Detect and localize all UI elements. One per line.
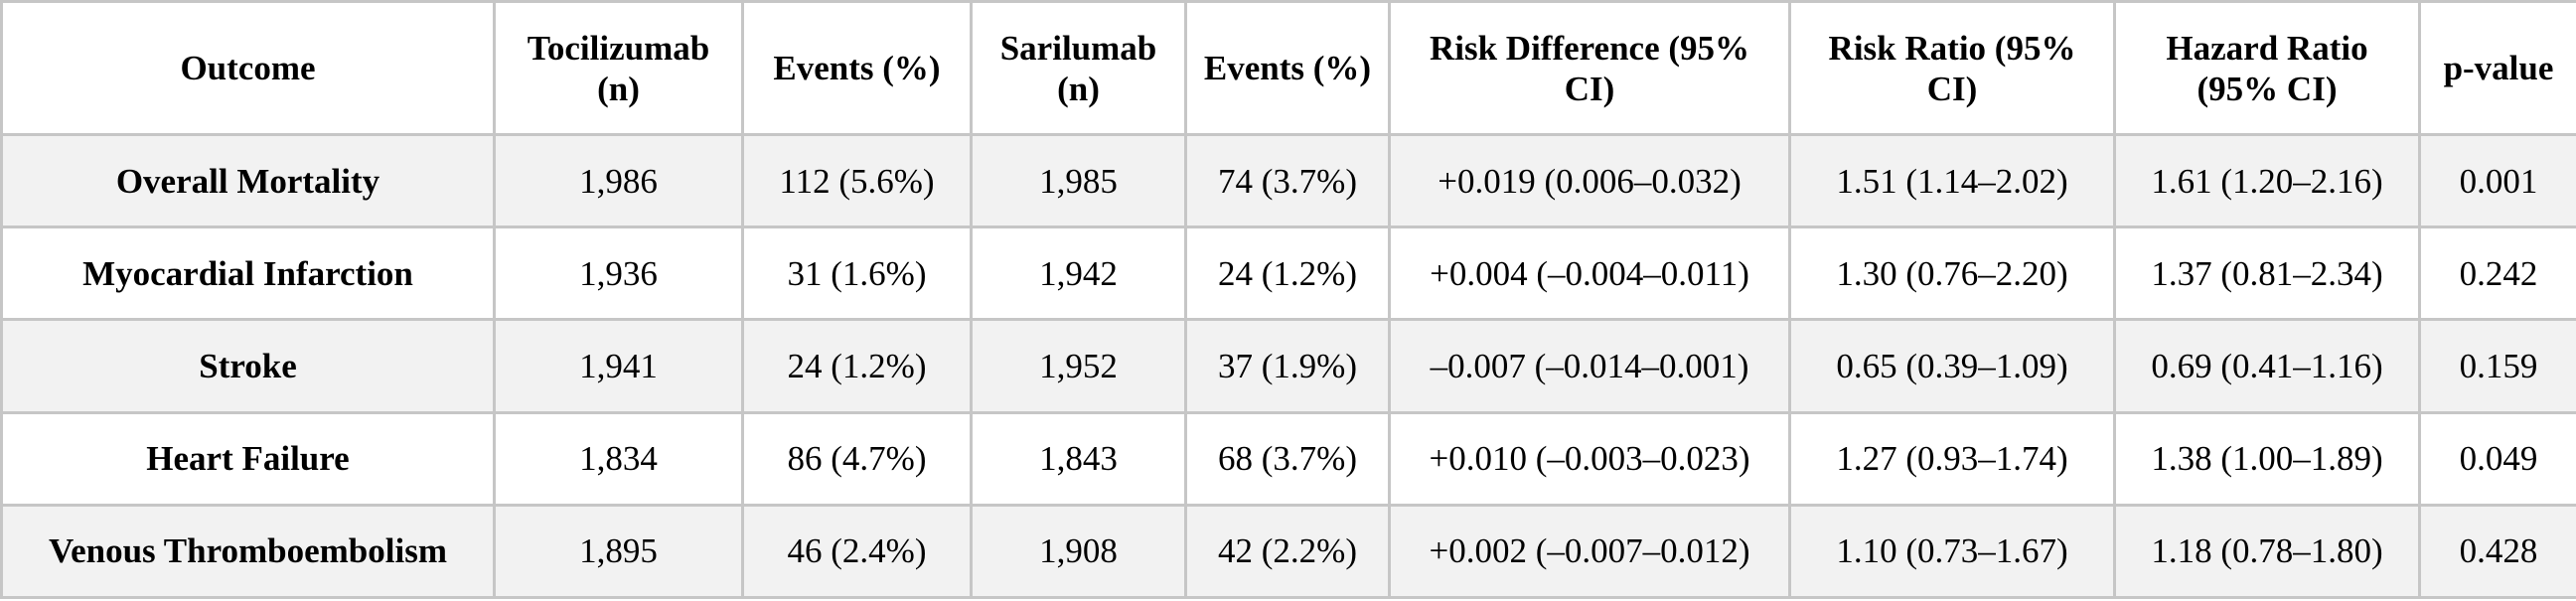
cell-risk-difference: +0.019 (0.006–0.032) [1388,132,1791,229]
header-tocilizumab-n: Tocilizumab (n) [493,0,744,136]
cell-tocilizumab-events: 46 (2.4%) [741,503,973,600]
cell-risk-difference: +0.002 (–0.007–0.012) [1388,503,1791,600]
cell-sarilumab-events: 37 (1.9%) [1184,318,1391,414]
header-sarilumab-n: Sarilumab (n) [970,0,1187,136]
cell-outcome: Venous Thromboembolism [0,503,496,600]
cell-risk-ratio: 1.30 (0.76–2.20) [1788,225,2116,322]
cell-sarilumab-events: 42 (2.2%) [1184,503,1391,600]
cell-tocilizumab-n: 1,986 [493,132,744,229]
cell-outcome: Stroke [0,318,496,414]
cell-outcome: Overall Mortality [0,132,496,229]
cell-tocilizumab-events: 24 (1.2%) [741,318,973,414]
cell-tocilizumab-events: 86 (4.7%) [741,410,973,507]
cell-sarilumab-n: 1,908 [970,503,1187,600]
header-p-value: p-value [2418,0,2576,136]
cell-tocilizumab-n: 1,834 [493,410,744,507]
cell-risk-difference: –0.007 (–0.014–0.001) [1388,318,1791,414]
header-hazard-ratio: Hazard Ratio (95% CI) [2113,0,2421,136]
cell-p-value: 0.428 [2418,503,2576,600]
cell-risk-difference: +0.010 (–0.003–0.023) [1388,410,1791,507]
cell-hazard-ratio: 1.61 (1.20–2.16) [2113,132,2421,229]
table-header-row: Outcome Tocilizumab (n) Events (%) Saril… [0,0,2576,136]
header-sarilumab-events: Events (%) [1184,0,1391,136]
cell-p-value: 0.242 [2418,225,2576,322]
header-risk-difference: Risk Difference (95% CI) [1388,0,1791,136]
cell-p-value: 0.001 [2418,132,2576,229]
cell-tocilizumab-events: 112 (5.6%) [741,132,973,229]
header-outcome: Outcome [0,0,496,136]
table-row: Heart Failure 1,834 86 (4.7%) 1,843 68 (… [0,410,2576,507]
cell-tocilizumab-n: 1,895 [493,503,744,600]
cell-risk-ratio: 1.10 (0.73–1.67) [1788,503,2116,600]
table-row: Stroke 1,941 24 (1.2%) 1,952 37 (1.9%) –… [0,318,2576,414]
cell-sarilumab-events: 74 (3.7%) [1184,132,1391,229]
cell-sarilumab-events: 24 (1.2%) [1184,225,1391,322]
header-tocilizumab-events: Events (%) [741,0,973,136]
cell-sarilumab-events: 68 (3.7%) [1184,410,1391,507]
cell-sarilumab-n: 1,843 [970,410,1187,507]
cell-tocilizumab-n: 1,936 [493,225,744,322]
cell-tocilizumab-events: 31 (1.6%) [741,225,973,322]
cell-risk-difference: +0.004 (–0.004–0.011) [1388,225,1791,322]
cell-outcome: Myocardial Infarction [0,225,496,322]
table-row: Overall Mortality 1,986 112 (5.6%) 1,985… [0,132,2576,229]
cell-outcome: Heart Failure [0,410,496,507]
cell-sarilumab-n: 1,985 [970,132,1187,229]
cell-hazard-ratio: 1.38 (1.00–1.89) [2113,410,2421,507]
cell-risk-ratio: 0.65 (0.39–1.09) [1788,318,2116,414]
cell-sarilumab-n: 1,952 [970,318,1187,414]
cell-hazard-ratio: 1.37 (0.81–2.34) [2113,225,2421,322]
cell-p-value: 0.049 [2418,410,2576,507]
cell-p-value: 0.159 [2418,318,2576,414]
cell-hazard-ratio: 0.69 (0.41–1.16) [2113,318,2421,414]
cell-risk-ratio: 1.51 (1.14–2.02) [1788,132,2116,229]
header-risk-ratio: Risk Ratio (95% CI) [1788,0,2116,136]
cell-hazard-ratio: 1.18 (0.78–1.80) [2113,503,2421,600]
cell-sarilumab-n: 1,942 [970,225,1187,322]
cell-tocilizumab-n: 1,941 [493,318,744,414]
cell-risk-ratio: 1.27 (0.93–1.74) [1788,410,2116,507]
table-row: Venous Thromboembolism 1,895 46 (2.4%) 1… [0,503,2576,600]
table-row: Myocardial Infarction 1,936 31 (1.6%) 1,… [0,225,2576,322]
